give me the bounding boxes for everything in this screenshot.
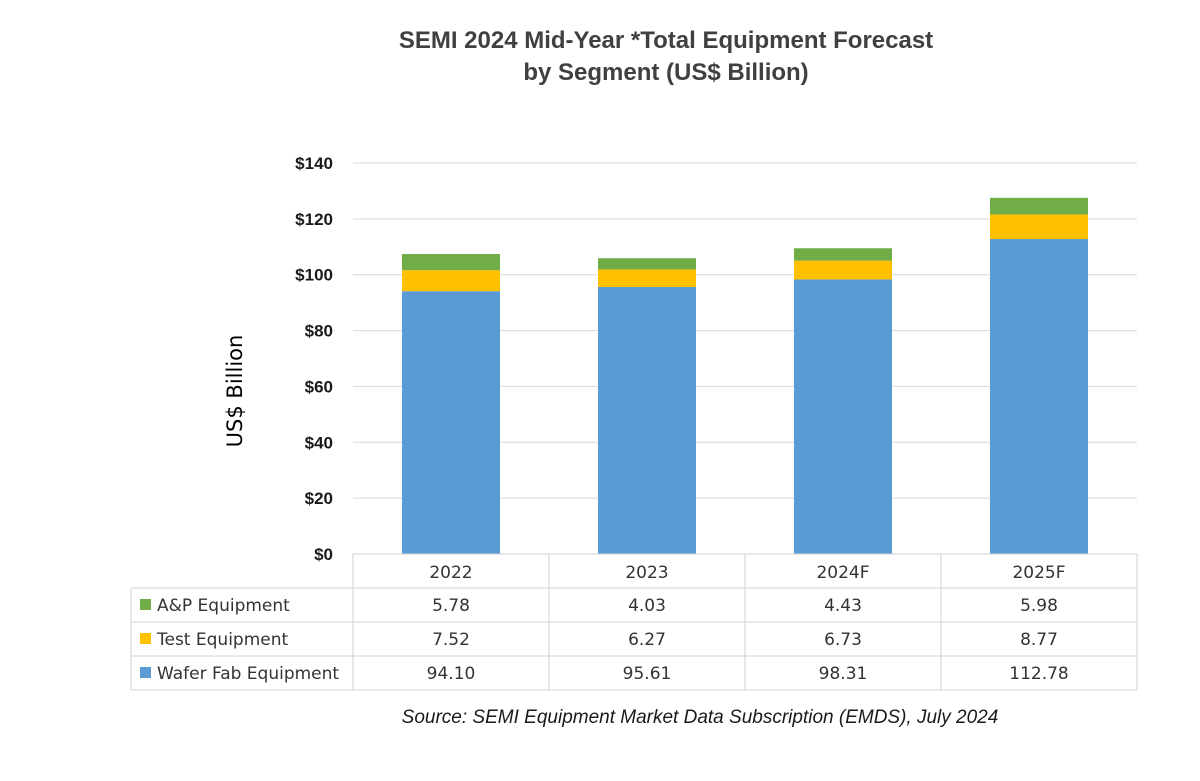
bar-a-p-equipment-2025f xyxy=(990,197,1088,215)
bar-test-equipment-2023 xyxy=(598,269,696,287)
legend-label: Wafer Fab Equipment xyxy=(157,664,339,684)
bar-wafer-fab-equipment-2024f xyxy=(794,279,892,554)
x-tick-label: 2024F xyxy=(816,563,869,583)
source-note: Source: SEMI Equipment Market Data Subsc… xyxy=(402,707,999,728)
bar-a-p-equipment-2023 xyxy=(598,258,696,270)
legend-swatch xyxy=(140,633,151,644)
y-axis-ticks: $0 $20 $40 $60 $80 $100 $120 $140 xyxy=(295,154,333,564)
y-tick-label: $20 xyxy=(305,489,333,508)
bar-wafer-fab-equipment-2022 xyxy=(402,291,500,554)
bar-wafer-fab-equipment-2025f xyxy=(990,239,1088,554)
bars xyxy=(402,197,1088,554)
data-label: 7.52 xyxy=(432,630,470,650)
data-table: 2022 2023 2024F 2025F A&P Equipment 5.78 4.03 4… xyxy=(130,553,1138,691)
chart-title: SEMI 2024 Mid-Year *Total Equipment Fore… xyxy=(399,27,933,54)
data-label: 98.31 xyxy=(819,664,868,684)
data-label: 6.27 xyxy=(628,630,666,650)
data-label: 4.03 xyxy=(628,596,666,616)
data-label: 8.77 xyxy=(1020,630,1058,650)
y-tick-label: $120 xyxy=(295,210,333,229)
chart-subtitle: by Segment (US$ Billion) xyxy=(523,59,808,86)
data-label: 4.43 xyxy=(824,596,862,616)
x-tick-label: 2025F xyxy=(1012,563,1065,583)
bar-test-equipment-2024f xyxy=(794,260,892,280)
bar-a-p-equipment-2022 xyxy=(402,254,500,271)
legend-label: A&P Equipment xyxy=(157,596,290,616)
data-label: 112.78 xyxy=(1009,664,1068,684)
data-label: 95.61 xyxy=(623,664,672,684)
y-tick-label: $140 xyxy=(295,154,333,173)
y-tick-label: $100 xyxy=(295,266,333,285)
y-tick-label: $80 xyxy=(305,322,333,341)
bar-test-equipment-2025f xyxy=(990,214,1088,240)
data-label: 94.10 xyxy=(427,664,476,684)
y-tick-label: $0 xyxy=(314,545,333,564)
data-label: 5.78 xyxy=(432,596,470,616)
y-tick-label: $40 xyxy=(305,433,333,452)
bar-a-p-equipment-2024f xyxy=(794,248,892,261)
x-tick-label: 2023 xyxy=(625,563,668,583)
y-axis-label: US$ Billion xyxy=(223,335,247,448)
bar-test-equipment-2022 xyxy=(402,270,500,292)
legend-label: Test Equipment xyxy=(156,630,288,650)
x-tick-label: 2022 xyxy=(429,563,472,583)
legend-swatch xyxy=(140,667,151,678)
data-label: 5.98 xyxy=(1020,596,1058,616)
bar-wafer-fab-equipment-2023 xyxy=(598,286,696,554)
legend-swatch xyxy=(140,599,151,610)
data-label: 6.73 xyxy=(824,630,862,650)
y-tick-label: $60 xyxy=(305,377,333,396)
